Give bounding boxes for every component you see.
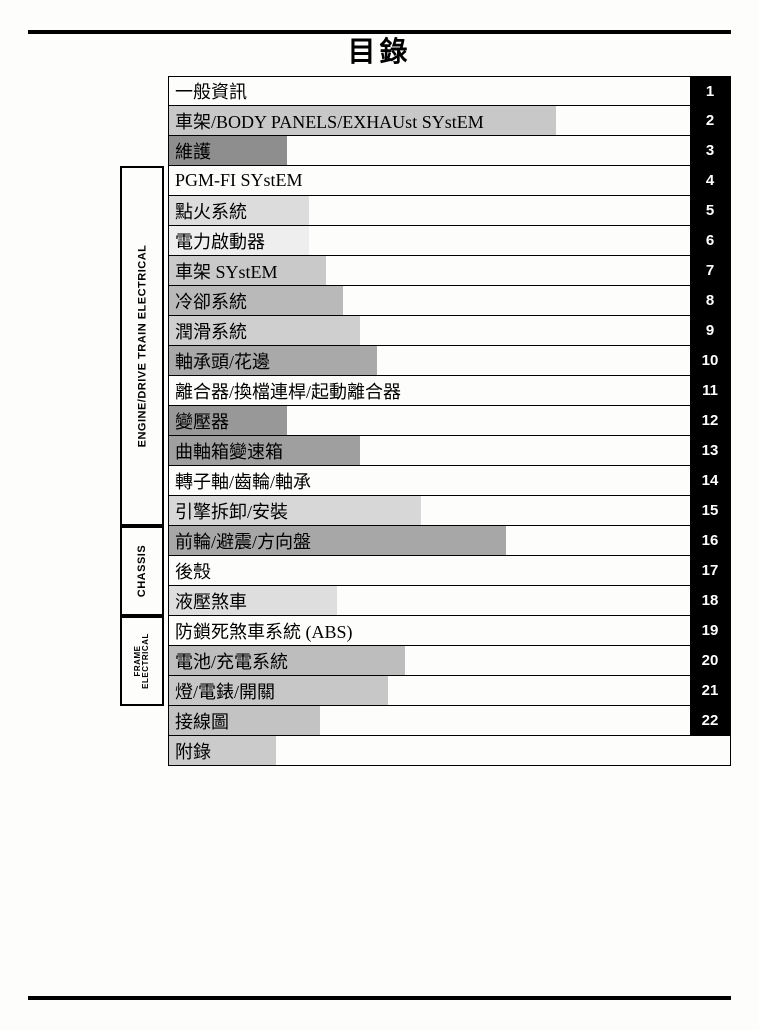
page-title: 目錄 (28, 30, 731, 70)
row-label: 點火系統 (169, 198, 247, 224)
toc-row: 後殼 17 (168, 556, 731, 586)
row-label: PGM-FI SYstEM (169, 170, 303, 191)
row-label: 變壓器 (169, 408, 229, 434)
toc-row: 軸承頭/花邊 10 (168, 346, 731, 376)
row-label: 冷卻系統 (169, 288, 247, 314)
row-label: 防鎖死煞車系統 (ABS) (169, 618, 353, 644)
row-label: 一般資訊 (169, 78, 247, 104)
table-of-contents: 一般資訊1車架/BODY PANELS/EXHAUst SYstEM2維護3PG… (168, 76, 731, 766)
toc-row: 前輪/避震/方向盤 16 (168, 526, 731, 556)
chapter-tab: 19 (690, 616, 730, 645)
toc-row: 轉子軸/齒輪/軸承 14 (168, 466, 731, 496)
section-label-text: FRAMEELECTRICAL (134, 633, 150, 689)
toc-row: 潤滑系統 9 (168, 316, 731, 346)
toc-row: 曲軸箱變速箱 13 (168, 436, 731, 466)
chapter-tab: 20 (690, 646, 730, 675)
chapter-tab: 7 (690, 256, 730, 285)
section-label-text: ENGINE/DRIVE TRAIN ELECTRICAL (136, 245, 148, 448)
chapter-tab: 21 (690, 676, 730, 705)
chapter-tab: 4 (690, 166, 730, 195)
chapter-tab: 6 (690, 226, 730, 255)
chapter-tab: 2 (690, 106, 730, 135)
toc-row: 冷卻系統 8 (168, 286, 731, 316)
toc-row: 一般資訊 1 (168, 76, 731, 106)
chapter-tab: 17 (690, 556, 730, 585)
section-bracket-frame: FRAMEELECTRICAL (120, 616, 164, 706)
row-label: 接線圖 (169, 708, 229, 734)
row-label: 前輪/避震/方向盤 (169, 528, 311, 554)
chapter-tab: 9 (690, 316, 730, 345)
chapter-tab: 3 (690, 136, 730, 165)
section-bracket-chassis: CHASSIS (120, 526, 164, 616)
chapter-tab: 18 (690, 586, 730, 615)
bottom-rule (28, 996, 731, 1000)
row-label: 轉子軸/齒輪/軸承 (169, 468, 311, 494)
chapter-tab: 10 (690, 346, 730, 375)
toc-row: PGM-FI SYstEM 4 (168, 166, 731, 196)
chapter-tab: 5 (690, 196, 730, 225)
chapter-tab: 11 (690, 376, 730, 405)
section-label-text: CHASSIS (136, 545, 148, 597)
row-label: 潤滑系統 (169, 318, 247, 344)
chapter-tab: 12 (690, 406, 730, 435)
row-label: 軸承頭/花邊 (169, 348, 270, 374)
toc-row: 離合器/換檔連桿/起動離合器 11 (168, 376, 731, 406)
toc-row: 接線圖 22 (168, 706, 731, 736)
row-label: 車架/BODY PANELS/EXHAUst SYstEM (169, 108, 484, 134)
toc-row: 液壓煞車 18 (168, 586, 731, 616)
toc-row: 維護 3 (168, 136, 731, 166)
toc-row: 附錄 (168, 736, 731, 766)
chapter-tab: 8 (690, 286, 730, 315)
toc-row: 電力啟動器 6 (168, 226, 731, 256)
row-label: 液壓煞車 (169, 588, 247, 614)
chapter-tab: 1 (690, 77, 730, 105)
chapter-tab: 14 (690, 466, 730, 495)
toc-row: 防鎖死煞車系統 (ABS) 19 (168, 616, 731, 646)
toc-row: 點火系統 5 (168, 196, 731, 226)
row-label: 後殼 (169, 558, 211, 584)
chapter-tab: 22 (690, 706, 730, 735)
row-label: 電力啟動器 (169, 228, 265, 254)
row-label: 維護 (169, 138, 211, 164)
toc-row: 燈/電錶/開關 21 (168, 676, 731, 706)
toc-row: 引擎拆卸/安裝 15 (168, 496, 731, 526)
row-label: 附錄 (169, 738, 211, 764)
row-label: 引擎拆卸/安裝 (169, 498, 288, 524)
toc-row: 車架/BODY PANELS/EXHAUst SYstEM 2 (168, 106, 731, 136)
row-label: 離合器/換檔連桿/起動離合器 (169, 378, 401, 404)
chapter-tab: 15 (690, 496, 730, 525)
toc-row: 電池/充電系統 20 (168, 646, 731, 676)
chapter-tab: 16 (690, 526, 730, 555)
row-label: 曲軸箱變速箱 (169, 438, 283, 464)
row-label: 電池/充電系統 (169, 648, 288, 674)
row-label: 車架 SYstEM (169, 258, 278, 284)
toc-row: 變壓器 12 (168, 406, 731, 436)
toc-row: 車架 SYstEM 7 (168, 256, 731, 286)
chapter-tab: 13 (690, 436, 730, 465)
section-bracket-engine: ENGINE/DRIVE TRAIN ELECTRICAL (120, 166, 164, 526)
row-label: 燈/電錶/開關 (169, 678, 275, 704)
